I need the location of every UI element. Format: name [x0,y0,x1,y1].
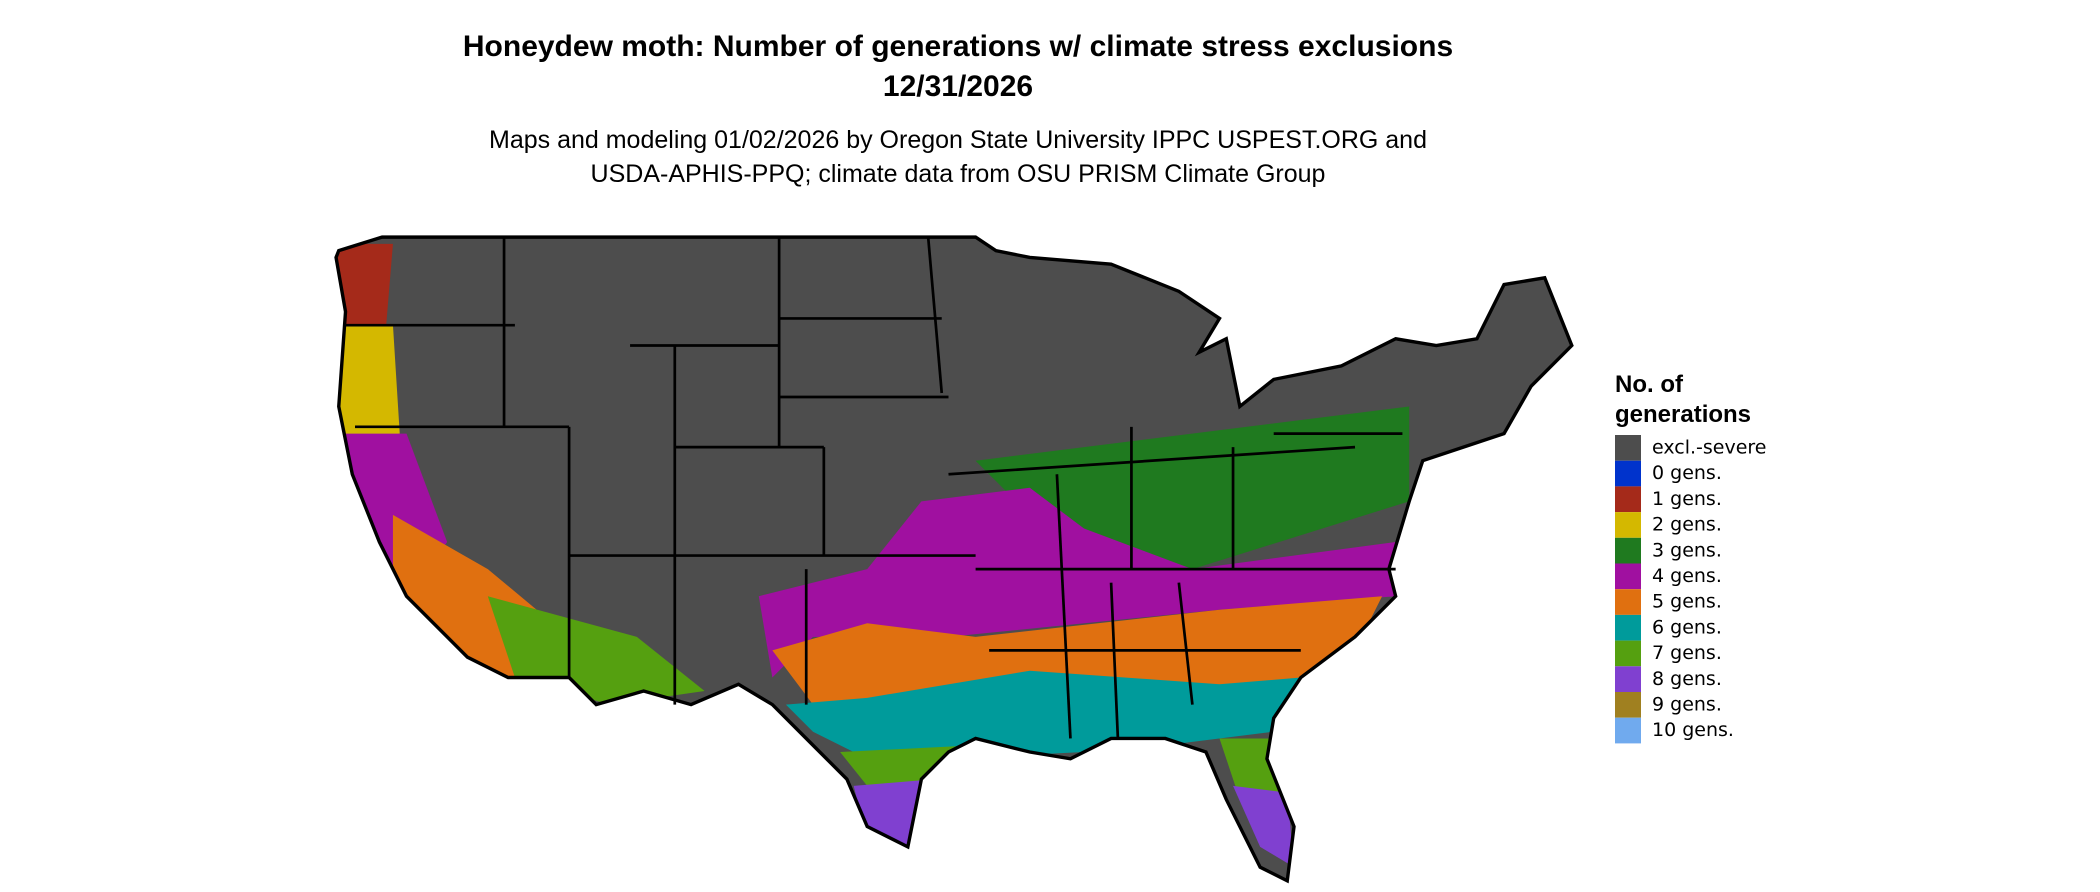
legend-label: 6 gens. [1652,616,1722,638]
legend-swatch [1615,435,1641,461]
date: 12/31/2026 [883,70,1033,103]
legend-swatch [1615,614,1641,641]
subtitle: Maps and modeling 01/02/2026 by Oregon S… [489,126,1427,154]
legend-label: 0 gens. [1652,462,1722,484]
legend-swatch [1615,460,1641,487]
legend-label: 8 gens. [1652,668,1722,690]
legend-swatch [1615,640,1641,667]
legend-swatch [1615,717,1641,744]
legend-swatch [1615,537,1641,564]
legend-swatch [1615,563,1641,590]
legend-label: excl.-severe [1652,437,1767,459]
legend-swatch [1615,666,1641,692]
legend: No. of generations excl.-severe 0 gens. 1 … [1615,371,1767,744]
legend-label: 1 gens. [1652,488,1722,510]
legend-title: No. of [1615,371,1684,398]
legend-swatch [1615,692,1641,718]
title: Honeydew moth: Number of generations w/ … [463,30,1453,63]
legend-label: 10 gens. [1652,719,1734,741]
subtitle: USDA-APHIS-PPQ; climate data from OSU PR… [591,160,1326,188]
map [334,235,1574,884]
legend-swatch [1615,589,1641,615]
legend-label: 3 gens. [1652,539,1722,561]
legend-label: 7 gens. [1652,642,1722,664]
legend-label: 2 gens. [1652,514,1722,536]
legend-title: generations [1615,401,1751,428]
legend-label: 4 gens. [1652,565,1722,587]
legend-swatch [1615,512,1641,538]
legend-label: 9 gens. [1652,694,1722,716]
legend-label: 5 gens. [1652,591,1722,613]
legend-swatch [1615,486,1641,513]
